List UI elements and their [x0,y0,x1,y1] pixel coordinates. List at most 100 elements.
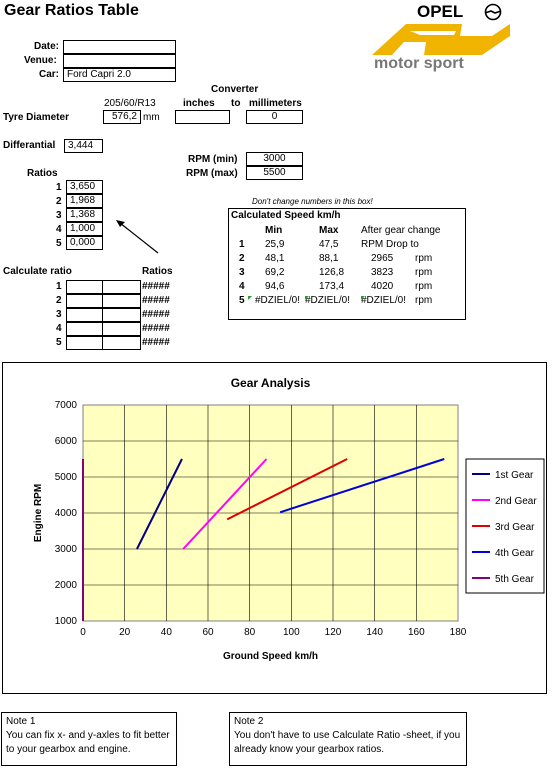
x-tick-label: 0 [80,627,86,638]
ratio-field-1[interactable]: 3,650 [66,180,103,194]
rpm-max-label: RPM (max) [186,168,238,179]
speed-row-unit: rpm [415,267,433,278]
converter-heading: Converter [211,84,259,95]
y-tick-label: 4000 [55,508,78,519]
speed-row-min: 48,1 [265,253,285,264]
y-tick-label: 1000 [55,616,78,627]
speed-row-after: 2965 [371,253,394,264]
car-field[interactable]: Ford Capri 2.0 [63,68,176,82]
legend-label: 3rd Gear [495,522,535,533]
calc-input-a[interactable] [66,308,103,322]
calc-input-b[interactable] [102,336,141,350]
speed-header-min: Min [265,225,283,236]
calc-input-a[interactable] [66,294,103,308]
tyre-size-label: 205/60/R13 [104,98,156,109]
opel-bolt-graphic [372,24,510,55]
speed-row-max: 88,1 [319,253,339,264]
x-tick-label: 100 [283,627,300,638]
speed-row-unit: rpm [415,253,433,264]
calc-input-a[interactable] [66,322,103,336]
ratio-gear-label: 1 [56,182,62,193]
y-tick-label: 3000 [55,544,78,555]
legend-label: 4th Gear [495,548,535,559]
x-tick-label: 140 [366,627,383,638]
to-label: to [231,98,241,109]
series-line-3 [226,458,348,521]
ratios-label: Ratios [27,168,58,179]
rpm-min-label: RPM (min) [188,154,238,165]
ratio-gear-label: 4 [56,224,62,235]
chart-title: Gear Analysis [231,376,311,390]
speed-row-min: 94,6 [265,281,285,292]
speed-row-max: 47,5 [319,239,339,250]
speed-row-gear: 3 [239,267,245,278]
ratio-field-3[interactable]: 1,368 [66,208,103,222]
inches-field[interactable] [175,110,230,124]
ratio-field-2[interactable]: 1,968 [66,194,103,208]
speed-row-min: 69,2 [265,267,285,278]
calculate-ratio-label: Calculate ratio [3,266,72,277]
rpm-max-field[interactable]: 5500 [246,166,303,180]
error-indicator-icon [248,296,252,300]
speed-row-max: 173,4 [319,281,345,292]
tyre-diameter-label: Tyre Diameter [3,112,69,123]
gear-analysis-chart: Gear Analysis 0 20 40 60 80 100 120 140 160 180 100… [2,362,547,694]
calc-result: ##### [142,281,170,292]
legend-label: 1st Gear [495,470,534,481]
speed-header-max: Max [319,225,339,236]
speed-row-min: #DZIEL/0! [255,295,301,306]
y-tick-label: 2000 [55,580,78,591]
x-tick-label: 160 [408,627,425,638]
date-field[interactable] [63,40,176,54]
speed-row-after: RPM Drop to [361,239,419,250]
millimeters-field[interactable]: 0 [246,110,303,124]
venue-field[interactable] [63,54,176,68]
speed-row-after: 3823 [371,267,394,278]
legend-label: 2nd Gear [495,496,537,507]
ratio-field-5[interactable]: 0,000 [66,236,103,250]
differential-field[interactable]: 3,444 [64,139,103,153]
tyre-unit-label: mm [143,112,160,123]
calc-gear-label: 1 [56,281,62,292]
venue-label: Venue: [24,55,57,66]
calc-input-b[interactable] [102,294,141,308]
calc-input-b[interactable] [102,280,141,294]
x-tick-label: 180 [450,627,467,638]
calc-input-b[interactable] [102,322,141,336]
speed-row-max: 126,8 [319,267,345,278]
tyre-diameter-field[interactable]: 576,2 [103,110,141,124]
page-title: Gear Ratios Table [4,2,139,19]
y-tick-label: 7000 [55,400,78,411]
calc-result: ##### [142,309,170,320]
note-1: Note 1 You can fix x- and y-axles to fit… [1,712,177,766]
x-tick-label: 40 [161,627,173,638]
legend-label: 5th Gear [495,574,535,585]
speed-row-after: #DZIEL/0! [361,295,407,306]
calc-input-a[interactable] [66,280,103,294]
calc-gear-label: 4 [56,323,62,334]
x-axis-label: Ground Speed km/h [223,651,318,662]
x-tick-label: 20 [119,627,131,638]
calc-ratios-label: Ratios [142,266,173,277]
ratio-field-4[interactable]: 1,000 [66,222,103,236]
speed-row-unit: rpm [415,281,433,292]
note-2-text: You don't have to use Calculate Ratio -s… [234,730,461,755]
differential-label: Differantial [3,140,56,151]
speed-row-min: 25,9 [265,239,285,250]
millimeters-label: millimeters [249,98,302,109]
calc-result: ##### [142,295,170,306]
chart-svg: Gear Analysis 0 20 40 60 80 100 120 140 160 180 100… [33,376,545,662]
rpm-min-field[interactable]: 3000 [246,152,303,166]
opel-brand-text: OPEL [417,2,464,21]
arrow-icon [116,220,159,254]
series-line-4 [279,458,445,514]
speed-table: Calculated Speed km/h Min Max After gear… [228,208,466,320]
calc-input-a[interactable] [66,336,103,350]
speed-row-gear: 1 [239,239,245,250]
calc-input-b[interactable] [102,308,141,322]
motor-sport-text: motor sport [374,55,464,72]
x-tick-label: 60 [202,627,214,638]
note-1-text: You can fix x- and y-axles to fit better… [6,730,170,755]
opel-logo: OPEL motor sport [362,2,510,74]
note-2: Note 2 You don't have to use Calculate R… [229,712,467,766]
